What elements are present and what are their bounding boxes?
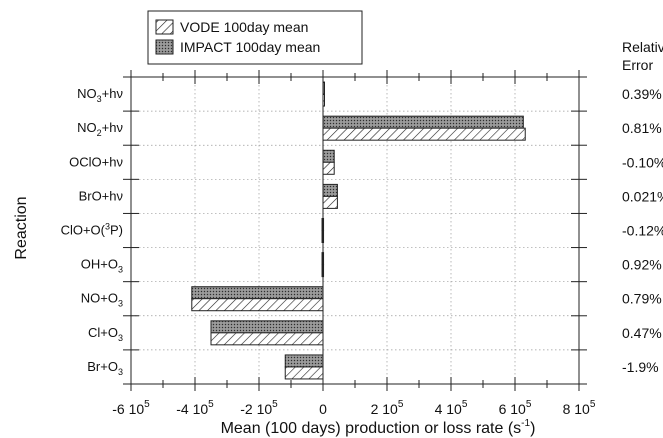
bar-impact-2 xyxy=(322,149,335,163)
reaction-label-part-2-0: OClO+hν xyxy=(69,154,123,169)
relative-error-2: -0.10% xyxy=(622,154,663,170)
reaction-label-part-4-2: P) xyxy=(110,223,123,238)
reaction-label-7: Cl+O3 xyxy=(88,325,123,343)
reaction-label-4: ClO+O(3P) xyxy=(61,222,123,238)
reaction-label-part-8-1: 3 xyxy=(118,367,123,377)
x-tick-label-5: 4 105 xyxy=(435,399,468,417)
bar-impact-7 xyxy=(210,320,324,334)
relative-error-1: 0.81% xyxy=(622,120,662,136)
legend-swatch-vode xyxy=(155,19,174,35)
legend: VODE 100day mean IMPACT 100day mean xyxy=(147,10,363,65)
x-tick-label-2: -2 105 xyxy=(240,399,278,417)
y-axis-title: Reaction xyxy=(13,196,30,259)
x-axis-title: Mean (100 days) production or loss rate … xyxy=(221,418,536,437)
x-tick-label-text-5: 4 10 xyxy=(435,401,462,417)
x-tick-label-text-7: 8 10 xyxy=(563,401,590,417)
relative-error-4: -0.12% xyxy=(622,223,663,239)
reaction-label-part-6-0: NO+O xyxy=(81,291,118,306)
x-axis-title-sup: -1 xyxy=(521,418,530,429)
reaction-label-2: OClO+hν xyxy=(69,154,123,169)
bar-impact-8 xyxy=(284,354,324,368)
x-tick-label-text-6: 6 10 xyxy=(499,401,526,417)
x-tick-label-exp-2: 5 xyxy=(272,399,278,410)
bar-vode-7 xyxy=(210,332,324,346)
x-tick-label-text-1: -4 10 xyxy=(176,401,208,417)
reaction-label-part-7-0: Cl+O xyxy=(88,325,118,340)
frame-layer xyxy=(123,70,587,391)
reaction-label-part-7-1: 3 xyxy=(118,333,123,343)
bar-impact-3 xyxy=(322,183,338,197)
reaction-label-1: NO2+hν xyxy=(77,120,123,138)
error-header-line1: Relative xyxy=(622,39,663,55)
reaction-label-part-1-0: NO xyxy=(77,120,97,135)
reaction-label-part-4-1: 3 xyxy=(105,222,110,232)
legend-box xyxy=(147,10,363,65)
reaction-label-part-0-0: NO xyxy=(77,86,97,101)
reaction-label-5: OH+O3 xyxy=(81,257,123,275)
reaction-label-part-1-1: 2 xyxy=(97,128,102,138)
reaction-label-part-5-1: 3 xyxy=(118,265,123,275)
reaction-label-part-8-0: Br+O xyxy=(87,359,118,374)
bar-impact-6 xyxy=(191,286,324,300)
x-tick-label-7: 8 105 xyxy=(563,399,596,417)
x-tick-label-text-0: -6 10 xyxy=(112,401,144,417)
relative-error-8: -1.9% xyxy=(622,359,659,375)
bar-impact-1 xyxy=(322,115,524,129)
x-axis-title-close: ) xyxy=(530,420,535,437)
x-tick-label-text-3: 0 xyxy=(319,401,327,417)
x-tick-label-4: 2 105 xyxy=(371,399,404,417)
x-tick-label-exp-6: 5 xyxy=(526,399,532,410)
bar-vode-2 xyxy=(322,161,335,175)
legend-label-vode: VODE 100day mean xyxy=(180,19,308,35)
x-tick-label-text-2: -2 10 xyxy=(240,401,272,417)
reaction-label-part-4-0: ClO+O( xyxy=(61,223,106,238)
legend-swatch-impact xyxy=(155,39,174,55)
reaction-label-part-3-0: BrO+hν xyxy=(79,188,123,203)
reaction-label-part-6-1: 3 xyxy=(118,299,123,309)
bar-vode-1 xyxy=(322,127,526,141)
x-axis-title-main: Mean (100 days) production or loss rate … xyxy=(221,420,522,437)
reaction-label-6: NO+O3 xyxy=(81,291,123,309)
bar-vode-6 xyxy=(191,298,324,312)
x-tick-label-exp-1: 5 xyxy=(208,399,214,410)
reaction-label-8: Br+O3 xyxy=(87,359,123,377)
x-tick-label-0: -6 105 xyxy=(112,399,150,417)
bar-vode-8 xyxy=(284,366,324,380)
x-tick-label-6: 6 105 xyxy=(499,399,532,417)
relative-error-5: 0.92% xyxy=(622,257,662,273)
reaction-label-part-0-1: 3 xyxy=(97,94,102,104)
legend-label-impact: IMPACT 100day mean xyxy=(180,39,320,55)
x-tick-label-exp-5: 5 xyxy=(462,399,468,410)
x-tick-label-exp-0: 5 xyxy=(144,399,150,410)
label-layer: -6 105 -4 105 -2 105 0 2 105 4 105 6 105 8 105N… xyxy=(61,86,663,417)
bar-layer xyxy=(191,81,526,380)
reaction-label-3: BrO+hν xyxy=(79,188,123,203)
reaction-label-part-1-2: +hν xyxy=(102,120,123,135)
bar-vode-3 xyxy=(322,195,338,209)
reaction-label-part-5-0: OH+O xyxy=(81,257,118,272)
reaction-label-part-0-2: +hν xyxy=(102,86,123,101)
x-tick-label-1: -4 105 xyxy=(176,399,214,417)
x-tick-label-exp-4: 5 xyxy=(398,399,404,410)
relative-error-6: 0.79% xyxy=(622,291,662,307)
x-tick-label-text-4: 2 10 xyxy=(371,401,398,417)
x-tick-label-3: 0 xyxy=(319,401,327,417)
error-header-line2: Error xyxy=(622,57,653,73)
x-tick-label-exp-7: 5 xyxy=(590,399,596,410)
reaction-label-0: NO3+hν xyxy=(77,86,123,104)
relative-error-3: 0.021% xyxy=(622,188,663,204)
relative-error-0: 0.39% xyxy=(622,86,662,102)
relative-error-7: 0.47% xyxy=(622,325,662,341)
